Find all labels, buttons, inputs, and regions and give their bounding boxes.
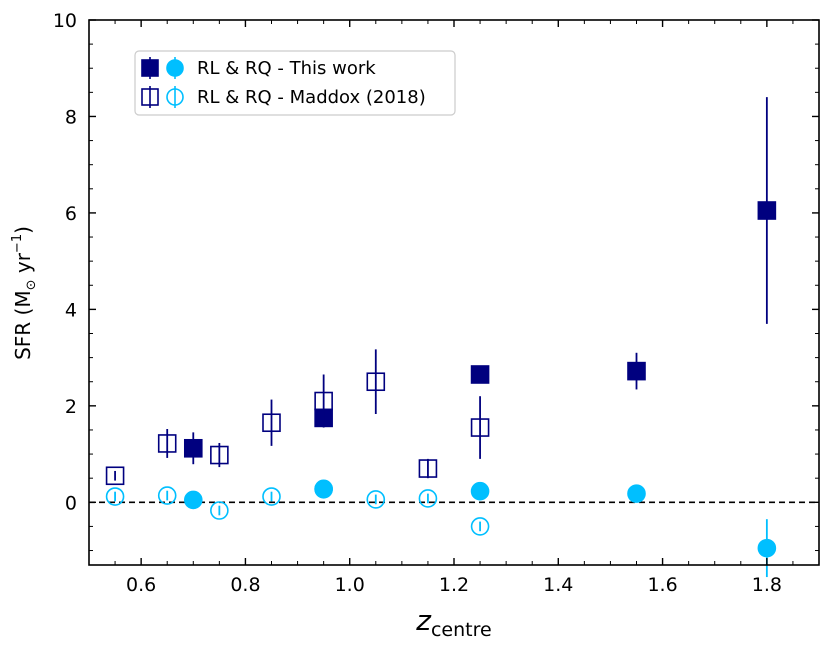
data-point-circle (314, 479, 333, 499)
x-tick-label: 1.6 (647, 574, 677, 596)
data-point-square (470, 365, 490, 384)
data-point-circle (105, 487, 125, 506)
legend-label: RL & RQ - Maddox (2018) (197, 87, 426, 108)
series-3 (105, 479, 490, 536)
ylabel-suffix: ) (11, 226, 35, 234)
x-tick-label: 1.0 (335, 574, 365, 596)
data-point-square (366, 372, 386, 392)
data-point-square (262, 413, 281, 433)
y-tick-label: 6 (65, 203, 77, 225)
xlabel-main: z (415, 604, 432, 637)
x-axis-title: zcentre (415, 604, 491, 641)
data-point-square (627, 361, 646, 381)
y-axis-title: SFR (M⊙ yr−1) (10, 226, 39, 360)
x-tick-label: 1.4 (543, 574, 573, 596)
data-point-circle (470, 517, 490, 536)
data-point-square (470, 418, 490, 437)
xlabel-sub: centre (431, 619, 492, 641)
data-point-square (314, 391, 333, 411)
plot-area (89, 97, 819, 578)
x-tick-label: 1.8 (752, 574, 782, 596)
data-point-circle (210, 501, 229, 520)
ylabel-mid: yr (11, 252, 35, 279)
data-point-square (418, 459, 438, 478)
data-point-circle (183, 490, 203, 510)
x-tick-label: 0.8 (230, 574, 260, 596)
data-point-square (757, 201, 777, 220)
legend-circle-marker (166, 88, 184, 106)
data-point-circle (418, 489, 438, 508)
legend-box (134, 50, 456, 116)
x-tick-label: 1.2 (439, 574, 469, 596)
y-tick-label: 8 (65, 106, 77, 128)
legend-square-marker (141, 88, 159, 106)
data-point-circle (757, 538, 777, 558)
data-point-square (183, 438, 203, 458)
data-point-circle (470, 481, 490, 501)
data-point-square (210, 445, 229, 465)
data-point-circle (157, 486, 177, 505)
axes: 0.6 0.8 1.0 1.2 1.4 1.6 1.8 0 2 4 6 8 10 (53, 10, 820, 596)
series-1 (183, 479, 777, 578)
data-point-circle (366, 490, 386, 509)
series-2 (105, 349, 490, 486)
legend-square-marker (141, 59, 159, 77)
data-point-square (105, 466, 125, 486)
y-tick-label: 4 (65, 299, 77, 321)
legend-circle-marker (166, 59, 184, 77)
legend-label: RL & RQ - This work (197, 58, 376, 79)
data-point-square (157, 434, 177, 453)
legend: RL & RQ - This work RL & RQ - Maddox (201… (134, 50, 456, 116)
x-tick-label: 0.6 (126, 574, 156, 596)
y-tick-label: 10 (53, 10, 77, 32)
data-point-circle (262, 487, 281, 506)
y-tick-label: 2 (65, 396, 77, 418)
y-tick-label: 0 (65, 492, 77, 514)
ylabel-sun-symbol: ⊙ (24, 279, 39, 290)
ylabel-prefix: SFR (M (11, 290, 35, 360)
data-point-circle (627, 484, 646, 503)
ylabel-sup: −1 (10, 234, 25, 253)
